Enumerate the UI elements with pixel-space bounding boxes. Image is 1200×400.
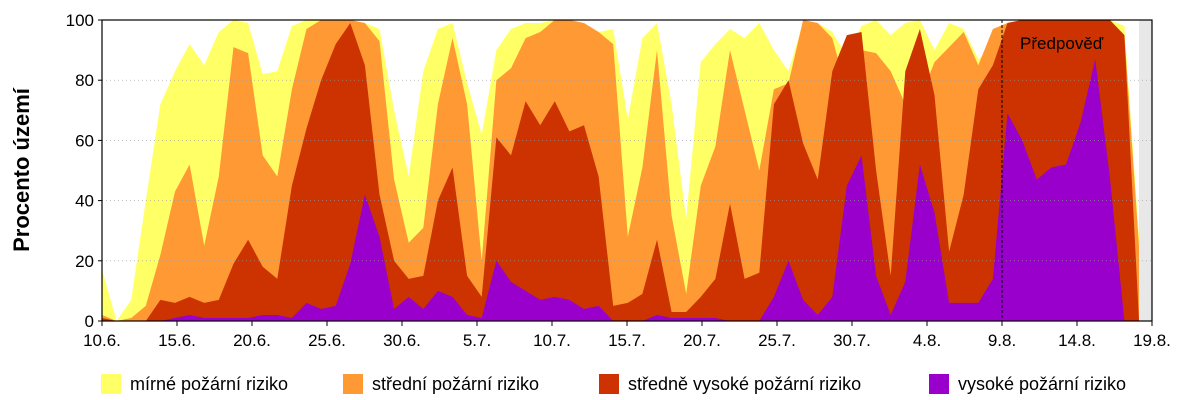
legend-swatch-medium-high (599, 374, 619, 394)
legend-item-medium-high: středně vysoké požární riziko (599, 370, 861, 398)
legend-item-medium: střední požární riziko (343, 370, 539, 398)
x-tick-label: 15.6. (158, 331, 196, 350)
x-tick-label: 10.7. (533, 331, 571, 350)
legend: mírné požární riziko střední požární riz… (0, 370, 1200, 398)
fire-risk-chart: 0 20 40 60 80 100 10.6. 15.6. 20.6. 25.6. 30.6. 5.… (9, 11, 1171, 350)
x-tick-label: 10.6. (83, 331, 121, 350)
series-area-3 (102, 59, 1139, 321)
y-tick-label: 100 (66, 11, 94, 30)
legend-label-medium: střední požární riziko (372, 373, 540, 394)
x-tick-label: 30.7. (833, 331, 871, 350)
x-tick-label: 20.7. (683, 331, 721, 350)
legend-label-high: vysoké požární riziko (958, 373, 1127, 394)
legend-label-medium-high: středně vysoké požární riziko (628, 373, 862, 394)
x-tick-label: 19.8. (1133, 331, 1171, 350)
series-areas (102, 20, 1152, 321)
legend-item-mild: mírné požární riziko (101, 370, 288, 398)
y-tick-label: 60 (75, 131, 94, 150)
y-tick-label: 0 (85, 312, 94, 331)
x-tick-label: 5.7. (463, 331, 491, 350)
y-tick-label: 80 (75, 71, 94, 90)
x-tick-labels: 10.6. 15.6. 20.6. 25.6. 30.6. 5.7. 10.7. 15.7. 2… (83, 321, 1171, 350)
y-tick-label: 20 (75, 252, 94, 271)
forecast-label: Předpověď (1020, 34, 1104, 53)
x-tick-label: 30.6. (383, 331, 421, 350)
x-tick-label: 9.8. (988, 331, 1016, 350)
legend-swatch-high (929, 374, 949, 394)
x-tick-label: 14.8. (1058, 331, 1096, 350)
x-tick-label: 25.6. (308, 331, 346, 350)
no-data-region (1139, 20, 1152, 321)
x-tick-label: 25.7. (758, 331, 796, 350)
grid-lines (102, 20, 1152, 321)
legend-item-high: vysoké požární riziko (929, 370, 1126, 398)
x-tick-label: 15.7. (608, 331, 646, 350)
legend-swatch-mild (101, 374, 121, 394)
y-tick-label: 40 (75, 192, 94, 211)
legend-swatch-medium (343, 374, 363, 394)
y-tick-labels: 0 20 40 60 80 100 (66, 11, 102, 331)
legend-label-mild: mírné požární riziko (130, 373, 289, 394)
x-tick-label: 20.6. (233, 331, 271, 350)
x-tick-label: 4.8. (913, 331, 941, 350)
y-axis-label: Procento území (9, 87, 34, 252)
